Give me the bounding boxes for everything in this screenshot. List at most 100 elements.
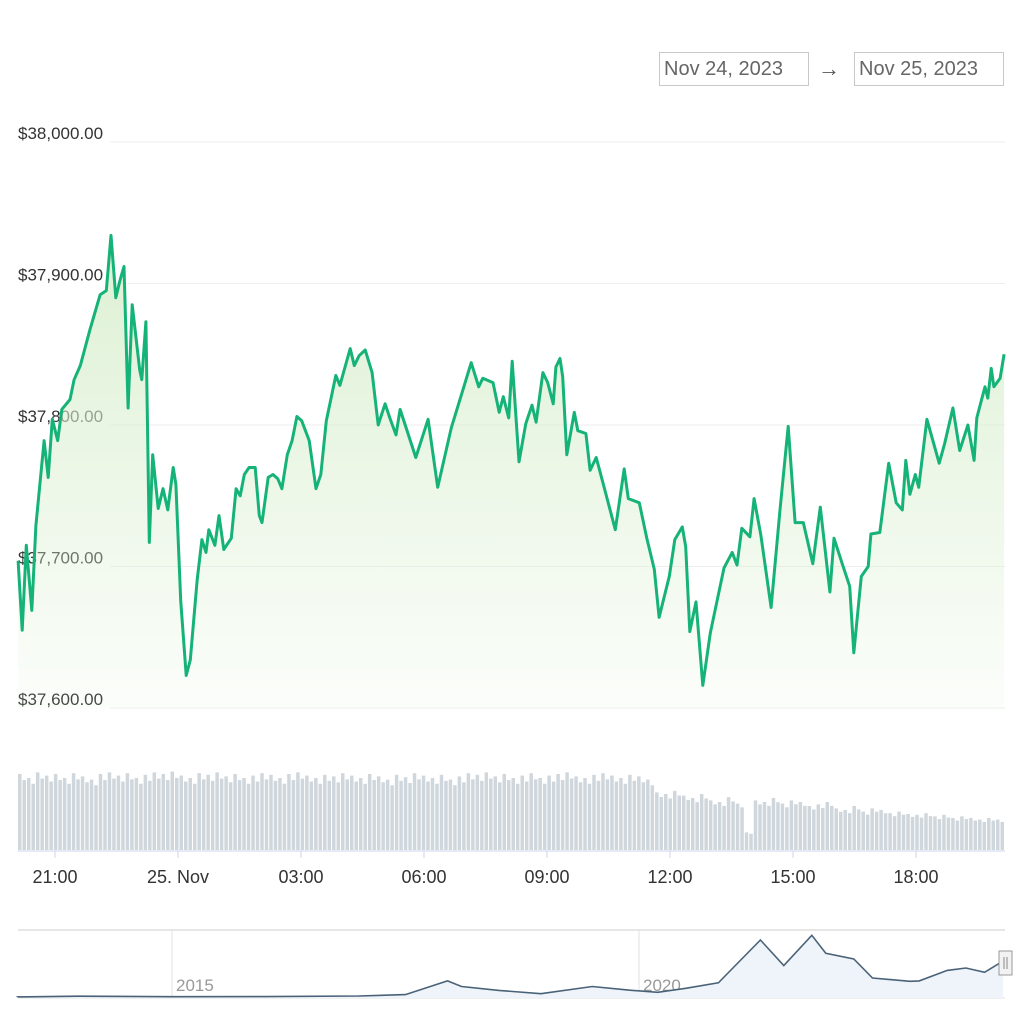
volume-bar <box>668 798 673 850</box>
volume-bar <box>605 779 610 850</box>
price-series[interactable] <box>16 233 1006 708</box>
volume-bar <box>996 819 1000 850</box>
volume-bar <box>475 774 480 850</box>
volume-bar <box>85 782 89 850</box>
volume-bar <box>367 774 372 850</box>
volume-bar <box>722 805 726 850</box>
volume-bar <box>690 798 695 850</box>
volume-bar <box>219 778 224 850</box>
volume-bar <box>982 822 987 850</box>
volume-bar <box>533 779 538 850</box>
volume-bar <box>735 803 740 850</box>
x-tick-label: 15:00 <box>770 867 815 887</box>
volume-bar <box>708 800 713 850</box>
volume-bar <box>161 774 166 850</box>
volume-bar <box>655 792 659 850</box>
volume-bar <box>717 802 722 850</box>
volume-bar <box>695 802 699 850</box>
navigator-area <box>17 935 1003 998</box>
volume-bar <box>928 816 933 850</box>
arrow-right-icon: → <box>818 56 840 81</box>
volume-bar <box>49 781 53 850</box>
volume-bar <box>726 797 731 850</box>
volume-bar <box>44 775 49 850</box>
volume-bar <box>821 808 825 850</box>
volume-bar <box>31 783 35 850</box>
volume-bar <box>731 801 735 850</box>
volume-bar <box>664 794 668 850</box>
volume-bar <box>520 775 524 850</box>
volume-bar <box>758 804 762 850</box>
volume-bar <box>856 809 861 850</box>
volume-bar <box>798 802 803 850</box>
navigator-handle[interactable] <box>998 950 1013 976</box>
volume-bar <box>67 783 71 850</box>
volume-bar <box>224 776 228 850</box>
volume-bar <box>399 780 403 850</box>
volume-bar <box>296 772 300 850</box>
volume-bar <box>139 783 143 850</box>
volume-bar <box>825 802 830 850</box>
volume-bar <box>166 780 170 850</box>
navigator-tick-label: 2015 <box>176 976 214 995</box>
volume-bar <box>946 817 951 850</box>
volume-bar <box>812 809 816 850</box>
volume-bar <box>524 781 529 850</box>
range-navigator[interactable]: 2015 2020 <box>15 929 1013 999</box>
volume-bar <box>466 773 471 850</box>
volume-bar <box>803 805 807 850</box>
volume-bar <box>457 776 462 850</box>
date-from-input[interactable]: Nov 24, 2023 <box>659 52 809 86</box>
volume-bar <box>964 819 969 850</box>
date-to-input[interactable]: Nov 25, 2023 <box>854 52 1004 86</box>
volume-bar <box>551 781 556 850</box>
volume-bar <box>282 783 287 850</box>
volume-bar <box>834 808 839 850</box>
volume-bar <box>269 774 273 850</box>
volume-bar <box>565 772 569 850</box>
volume-bar <box>408 783 412 850</box>
volume-bar <box>336 782 341 850</box>
volume-bar <box>157 778 161 850</box>
volume-bar <box>484 772 489 850</box>
volume-bar <box>547 775 551 850</box>
volume-bar <box>681 795 686 850</box>
volume-bar <box>121 781 125 850</box>
volume-bar <box>883 813 888 850</box>
volume-bar <box>673 790 677 850</box>
volume-bar <box>489 778 493 850</box>
volume-bar <box>910 816 915 850</box>
volume-bar <box>493 776 498 850</box>
volume-bar <box>152 772 157 850</box>
volume-bar <box>260 773 264 850</box>
volume-bar <box>659 797 664 850</box>
volume-bar <box>780 803 785 850</box>
volume-bar <box>897 811 901 850</box>
volume-bar <box>619 778 623 850</box>
volume-bar <box>323 774 327 850</box>
price-area <box>18 235 1005 708</box>
volume-bar <box>448 779 453 850</box>
volume-bar <box>188 778 192 850</box>
volume-bar <box>587 783 592 850</box>
volume-bar <box>978 819 982 850</box>
volume-bar <box>753 800 758 850</box>
volume-bar <box>18 774 22 850</box>
volume-bar <box>381 782 385 850</box>
volume-bar <box>704 798 708 850</box>
volume-bar <box>376 776 381 850</box>
volume-bar <box>610 775 614 850</box>
volume-bar <box>650 785 655 850</box>
volume-bar <box>206 774 210 850</box>
y-tick-label: $37,900.00 <box>18 266 103 285</box>
volume-bar <box>58 780 62 850</box>
volume-bar <box>462 782 466 850</box>
volume-bar <box>22 780 26 850</box>
volume-bar <box>919 817 924 850</box>
volume-bar <box>26 778 31 850</box>
volume-bar <box>865 814 870 850</box>
volume-bar <box>511 778 515 850</box>
volume-bar <box>601 773 605 850</box>
volume-bar <box>637 776 641 850</box>
volume-bar <box>852 806 856 850</box>
